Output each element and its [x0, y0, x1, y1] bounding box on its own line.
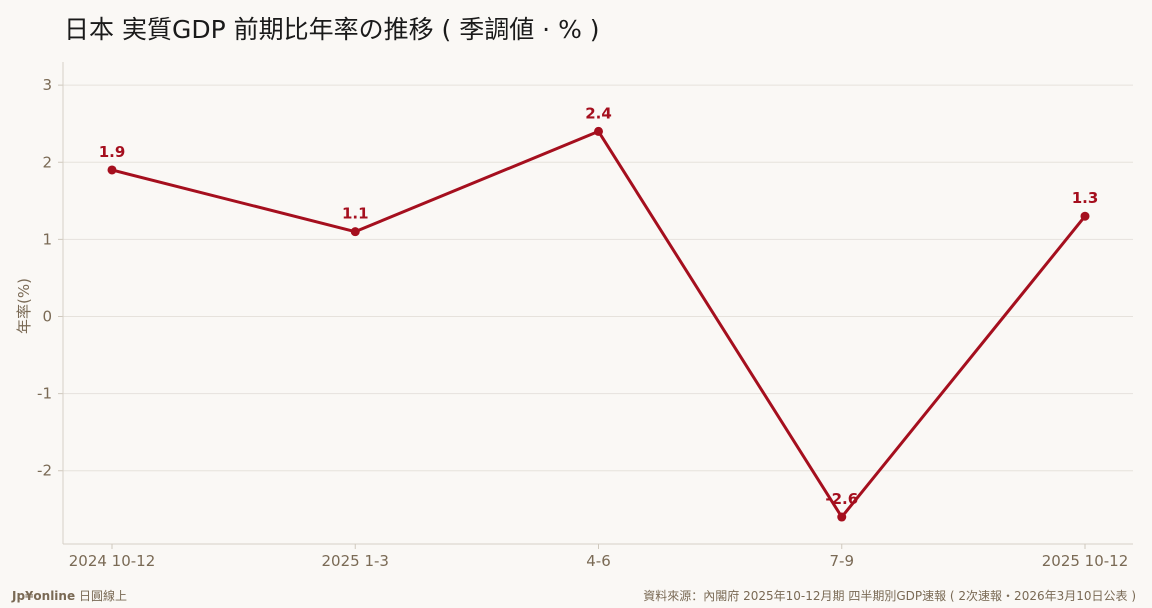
x-tick-label: 4-6	[586, 552, 611, 570]
x-tick-label: 7-9	[830, 552, 855, 570]
y-tick-label: 0	[42, 307, 52, 325]
data-label: 2.4	[585, 104, 612, 122]
axes	[58, 62, 1133, 549]
x-tick-label: 2025 1-3	[322, 552, 389, 570]
footer-brand: Jp¥online 日圓線上	[12, 587, 127, 604]
data-label: 1.1	[342, 205, 369, 223]
data-labels: 1.9 1.1 2.4 -2.6 1.3	[99, 104, 1099, 508]
series-layer	[107, 126, 1090, 522]
y-axis-label: 年率(%)	[15, 278, 33, 334]
grid-lines	[63, 84, 1133, 472]
source-note: 資料來源：內閣府 2025年10-12月期 四半期別GDP速報 ( 2次速報・2…	[643, 589, 1136, 603]
data-point	[350, 227, 360, 237]
x-tick-label: 2025 10-12	[1042, 552, 1129, 570]
chart-title: 日本 実質GDP 前期比年率の推移 ( 季調値 · % )	[64, 15, 600, 44]
y-tick-label: 3	[42, 76, 52, 94]
y-tick-label: 2	[42, 153, 52, 171]
y-tick-label: 1	[42, 230, 52, 248]
series-line	[111, 129, 1087, 519]
tick-labels: -2 -1 0 1 2 3 2024 10-12 2025 1-3 4-6 7-9 2025 10-…	[37, 76, 1128, 570]
data-label: 1.3	[1072, 189, 1099, 207]
y-tick-label: -1	[37, 385, 52, 403]
data-point	[594, 126, 603, 136]
data-label: 1.9	[99, 143, 126, 161]
data-point	[107, 165, 117, 175]
brand-subtitle: 日圓線上	[78, 589, 127, 603]
data-point	[837, 512, 847, 522]
x-tick-label: 2024 10-12	[69, 552, 156, 570]
data-label: -2.6	[825, 490, 858, 508]
y-tick-label: -2	[37, 462, 52, 480]
brand-name: Jp¥online	[12, 589, 76, 603]
data-point	[1080, 211, 1090, 221]
